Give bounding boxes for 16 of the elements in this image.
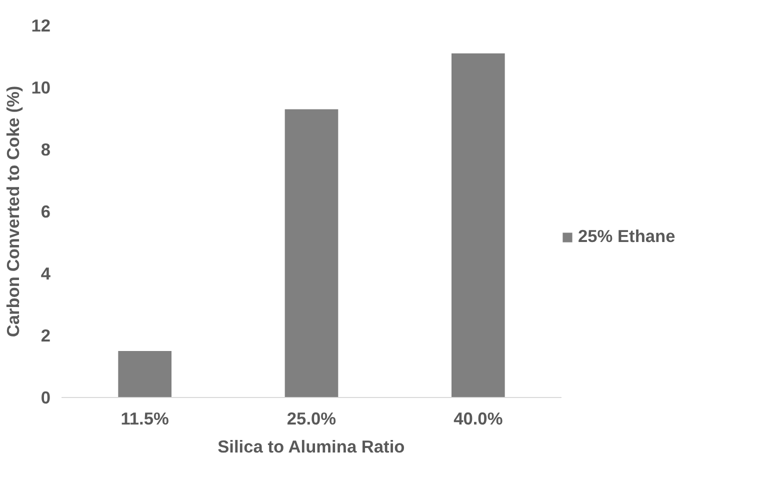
y-tick-label: 6 xyxy=(40,202,51,222)
bar xyxy=(118,351,172,398)
y-tick-label: 12 xyxy=(31,16,51,36)
y-tick-label: 8 xyxy=(40,140,51,160)
y-tick-label: 0 xyxy=(40,388,51,408)
y-axis-title: Carbon Converted to Coke (%) xyxy=(3,86,24,338)
y-tick-label: 4 xyxy=(40,264,51,284)
bar xyxy=(284,109,338,398)
x-tick-label: 25.0% xyxy=(286,408,336,428)
x-tick-label: 11.5% xyxy=(120,408,169,428)
legend-label: 25% Ethane xyxy=(578,226,676,247)
y-tick-label: 2 xyxy=(40,326,51,346)
y-tick-label: 10 xyxy=(31,78,51,98)
x-axis-title: Silica to Alumina Ratio xyxy=(218,436,405,456)
bar xyxy=(452,53,505,398)
x-tick-label: 40.0% xyxy=(454,408,503,428)
